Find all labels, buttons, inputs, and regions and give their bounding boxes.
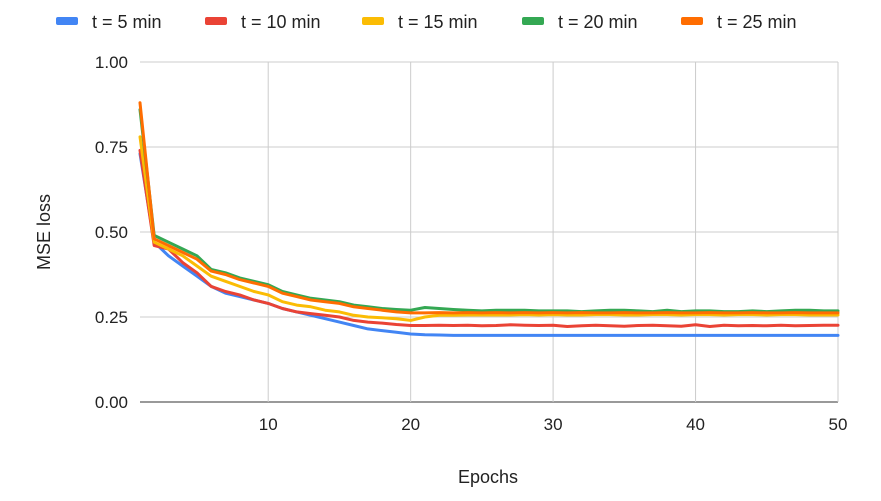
series-line-3: [138, 135, 840, 322]
series-lines: [138, 101, 840, 337]
legend-label: t = 15 min: [398, 12, 478, 32]
legend: t = 5 min t = 10 min t = 15 min t = 20 min t…: [56, 12, 797, 32]
legend-label: t = 10 min: [241, 12, 321, 32]
legend-label: t = 20 min: [558, 12, 638, 32]
series-line-2: [138, 148, 840, 328]
legend-item-1: t = 5 min: [56, 12, 162, 32]
legend-swatch: [522, 17, 544, 25]
x-axis-title: Epochs: [458, 467, 518, 487]
legend-item-5: t = 25 min: [681, 12, 797, 32]
legend-item-2: t = 10 min: [205, 12, 321, 32]
legend-swatch: [362, 17, 384, 25]
x-tick-label: 20: [401, 415, 420, 434]
legend-label: t = 5 min: [92, 12, 162, 32]
legend-swatch: [56, 17, 78, 25]
y-axis-title: MSE loss: [34, 194, 54, 270]
legend-swatch: [681, 17, 703, 25]
x-tick-label: 10: [259, 415, 278, 434]
y-tick-label: 0.00: [95, 393, 128, 412]
series-line-1: [138, 152, 840, 337]
y-axis-ticks: 0.00 0.25 0.50 0.75 1.00: [95, 53, 128, 412]
y-tick-label: 0.25: [95, 308, 128, 327]
series-line-5: [138, 101, 840, 315]
gridlines: [140, 61, 839, 403]
y-tick-label: 0.75: [95, 138, 128, 157]
legend-swatch: [205, 17, 227, 25]
y-tick-label: 0.50: [95, 223, 128, 242]
y-tick-label: 1.00: [95, 53, 128, 72]
legend-label: t = 25 min: [717, 12, 797, 32]
x-tick-label: 40: [686, 415, 705, 434]
x-axis-ticks: 10 20 30 40 50: [259, 415, 848, 434]
x-tick-label: 30: [544, 415, 563, 434]
x-tick-label: 50: [829, 415, 848, 434]
legend-item-4: t = 20 min: [522, 12, 638, 32]
legend-item-3: t = 15 min: [362, 12, 478, 32]
